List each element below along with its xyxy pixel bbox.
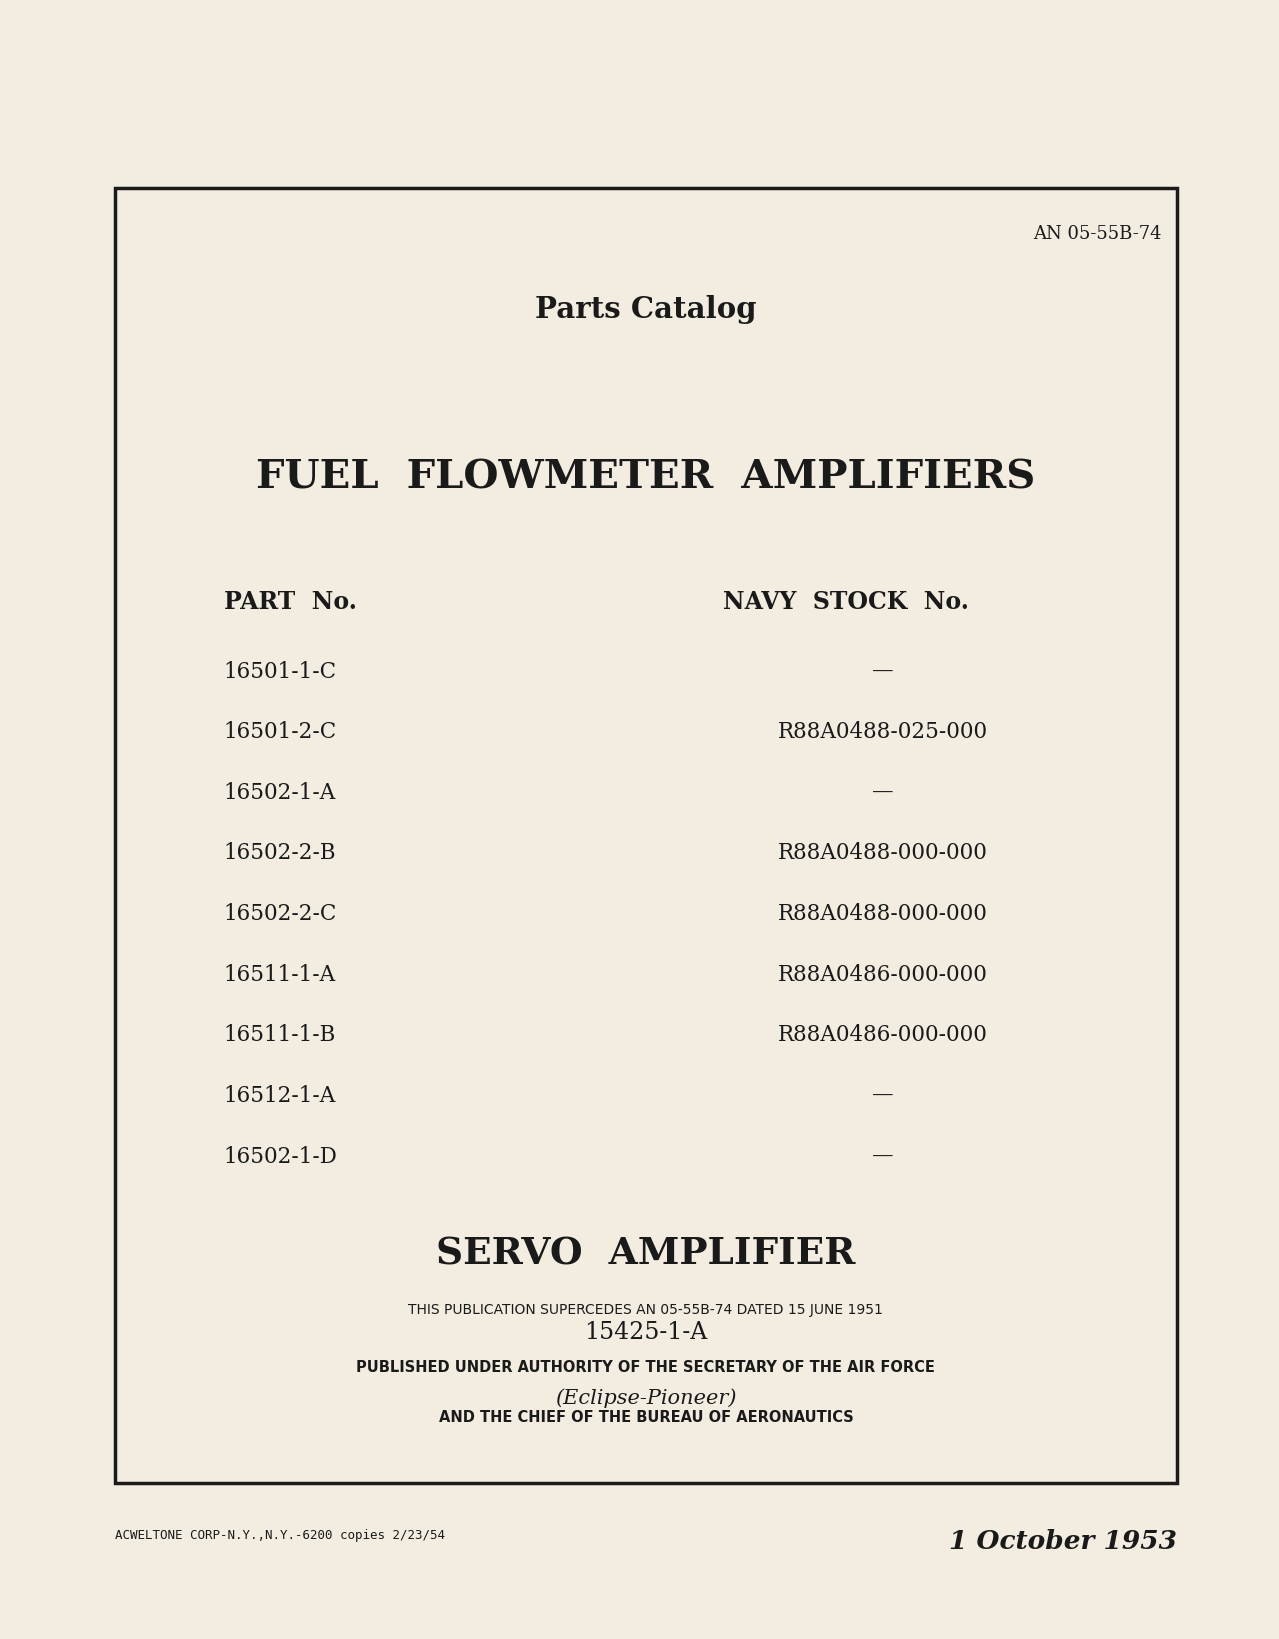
Text: —: — [872,1146,893,1167]
Text: 15425-1-A: 15425-1-A [585,1321,707,1344]
Text: —: — [872,1085,893,1106]
Text: FUEL  FLOWMETER  AMPLIFIERS: FUEL FLOWMETER AMPLIFIERS [256,459,1036,497]
Text: 16511-1-A: 16511-1-A [224,964,336,985]
Text: 16502-1-A: 16502-1-A [224,782,336,803]
Text: 16512-1-A: 16512-1-A [224,1085,336,1106]
Text: (Eclipse-Pioneer): (Eclipse-Pioneer) [555,1388,737,1408]
Text: 16502-1-D: 16502-1-D [224,1146,338,1167]
Text: NAVY  STOCK  No.: NAVY STOCK No. [723,590,968,615]
Text: R88A0486-000-000: R88A0486-000-000 [778,1024,987,1046]
Text: 1 October 1953: 1 October 1953 [949,1529,1177,1554]
Text: ACWELTONE CORP-N.Y.,N.Y.-6200 copies 2/23/54: ACWELTONE CORP-N.Y.,N.Y.-6200 copies 2/2… [115,1529,445,1542]
Text: R88A0488-000-000: R88A0488-000-000 [778,903,987,924]
Text: R88A0488-000-000: R88A0488-000-000 [778,842,987,864]
Text: 16502-2-B: 16502-2-B [224,842,336,864]
Text: PUBLISHED UNDER AUTHORITY OF THE SECRETARY OF THE AIR FORCE: PUBLISHED UNDER AUTHORITY OF THE SECRETA… [357,1360,935,1375]
Text: Parts Catalog: Parts Catalog [535,295,757,325]
Text: R88A0488-025-000: R88A0488-025-000 [778,721,987,742]
Text: 16501-2-C: 16501-2-C [224,721,338,742]
Text: —: — [872,661,893,682]
Text: PART  No.: PART No. [224,590,357,615]
Text: 16502-2-C: 16502-2-C [224,903,338,924]
Text: THIS PUBLICATION SUPERCEDES AN 05-55B-74 DATED 15 JUNE 1951: THIS PUBLICATION SUPERCEDES AN 05-55B-74… [408,1303,884,1318]
Text: AN 05-55B-74: AN 05-55B-74 [1033,225,1161,243]
Text: 16501-1-C: 16501-1-C [224,661,336,682]
Bar [115,188,1177,1483]
Text: 16511-1-B: 16511-1-B [224,1024,336,1046]
Text: SERVO  AMPLIFIER: SERVO AMPLIFIER [436,1236,856,1274]
Text: —: — [872,782,893,803]
Text: R88A0486-000-000: R88A0486-000-000 [778,964,987,985]
Text: AND THE CHIEF OF THE BUREAU OF AERONAUTICS: AND THE CHIEF OF THE BUREAU OF AERONAUTI… [439,1410,853,1424]
